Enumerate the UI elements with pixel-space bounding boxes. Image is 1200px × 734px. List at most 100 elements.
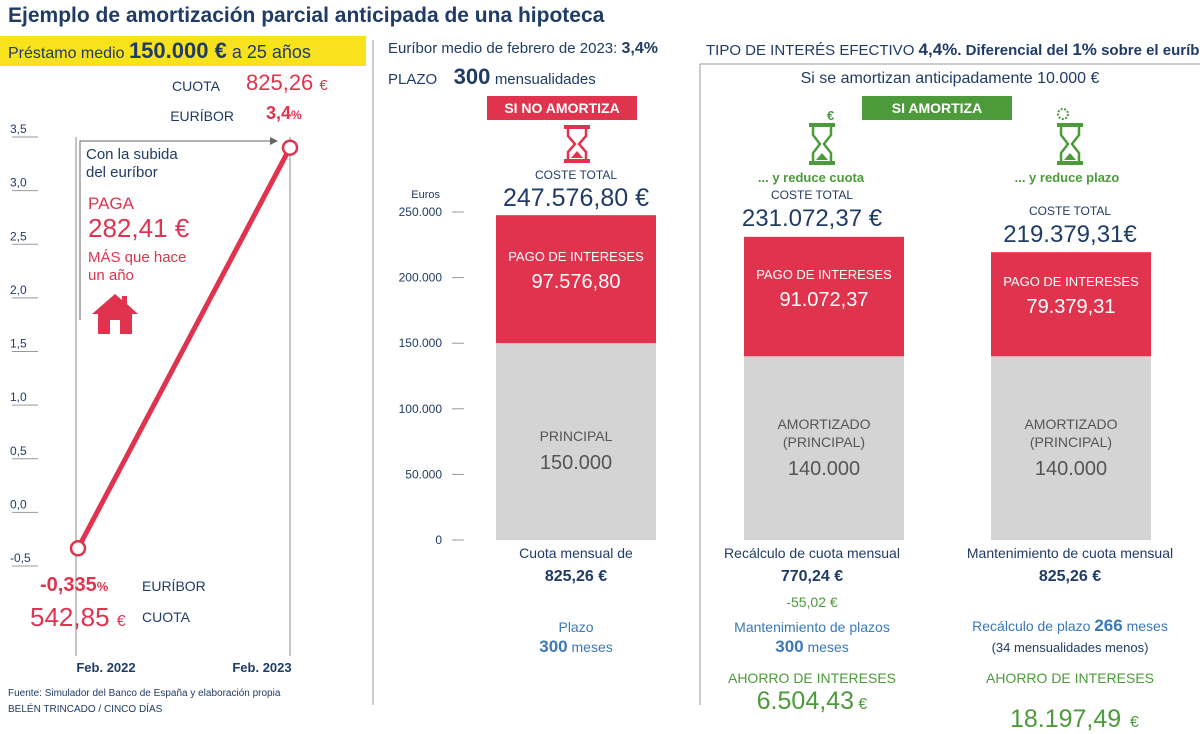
col0-plazo-unit: meses: [567, 639, 613, 655]
bar-chart-y-axis: 0 50.000 100.000 150.000 200.000 250.000: [399, 205, 464, 547]
col1-ahorro-unit: €: [853, 696, 868, 713]
tipo-suffix: . Diferencial del: [957, 42, 1073, 59]
col1-ahorro-value: 6.504,43: [756, 687, 854, 715]
col0-foot1: Cuota mensual de: [519, 545, 633, 561]
principal-label: (PRINCIPAL): [1029, 434, 1113, 451]
col0-coste-label: COSTE TOTAL: [534, 168, 618, 182]
y-tick-label: 3,5: [10, 122, 27, 136]
principal-label: PRINCIPAL: [539, 427, 613, 444]
y-tick-label: 2,5: [10, 229, 27, 243]
euribor-header: Euríbor medio de febrero de 2023: 3,4%: [388, 40, 658, 58]
col2-subtitle: ... y reduce plazo: [1014, 170, 1120, 185]
col2-plazo-label: Recálculo de plazo: [972, 618, 1095, 634]
bottom-cuota: 542,85 €: [30, 602, 126, 633]
tipo-end: sobre el euríbor: [1101, 42, 1200, 59]
col2-plazo-num: 266: [1094, 616, 1123, 635]
principal-value: 140.000: [1034, 458, 1108, 481]
paga-value: 282,41 €: [88, 213, 190, 243]
principal-label: AMORTIZADO: [1024, 416, 1118, 433]
loan-amount: 150.000 €: [128, 38, 227, 63]
paga-label: PAGA: [88, 194, 134, 213]
top-cuota-unit: €: [319, 77, 328, 94]
col1-plazo-num: 300: [775, 637, 804, 656]
col1-ahorro-label: AHORRO DE INTERESES: [727, 670, 897, 686]
hourglass-gear-icon: [1057, 108, 1083, 165]
loan-suffix: a 25 años: [226, 42, 311, 62]
loan-summary: Préstamo medio 150.000 € a 25 años: [8, 38, 311, 67]
data-point: [69, 540, 87, 557]
principal-label: AMORTIZADO: [777, 416, 871, 433]
tipo-header: TIPO DE INTERÉS EFECTIVO 4,4%. Diferenci…: [706, 40, 1200, 60]
plazo-unit: mensualidades: [494, 71, 596, 88]
col2-plazo-unit: meses: [1122, 618, 1168, 634]
y-tick-label: 200.000: [399, 271, 443, 285]
tipo-diff: 1%: [1072, 40, 1097, 59]
top-cuota-value: 825,26: [246, 70, 314, 95]
col2-coste-value: 219.379,31€: [1003, 221, 1137, 248]
bottom-euribor-value: -0,335: [40, 574, 97, 596]
bottom-euribor-unit: %: [96, 579, 109, 594]
bar-y-axis-label: Euros: [411, 189, 440, 201]
principal-bar: [744, 356, 904, 540]
col1-coste-value: 231.072,37 €: [741, 205, 883, 232]
annotation-arrow-head: [270, 137, 278, 145]
annotation-arrow: [79, 140, 270, 320]
col1-plazo-unit: meses: [803, 639, 849, 655]
col0-foot4: Plazo: [558, 619, 594, 635]
col2-foot6: (34 mensualidades menos): [991, 640, 1149, 655]
line-chart-y-axis: -0,5 0,0 0,5 1,0 1,5 2,0 2,5 3,0 3,5: [10, 122, 38, 567]
col0-foot5: 300 meses: [486, 637, 666, 657]
annotation-line: del euríbor: [86, 164, 158, 181]
svg-text:€: €: [827, 108, 834, 123]
col1-coste-label: COSTE TOTAL: [770, 188, 854, 202]
page-title: Ejemplo de amortización parcial anticipa…: [8, 4, 605, 27]
credit-line: BELÉN TRINCADO / CINCO DÍAS: [8, 704, 163, 715]
house-icon: [92, 294, 138, 334]
plazo-label: PLAZO: [388, 71, 438, 88]
col2-ahorro: 18.197,49 €: [960, 687, 1180, 734]
bar-chart-bars: [496, 215, 1151, 540]
col1-foot3: -55,02 €: [786, 594, 838, 610]
y-tick-label: 100.000: [399, 402, 443, 416]
line-chart-series: [69, 139, 299, 557]
interest-bar: [496, 215, 656, 344]
y-tick-label: 0,5: [10, 444, 27, 458]
loan-highlight-box: [0, 36, 366, 66]
x-tick-label: Feb. 2023: [232, 660, 291, 675]
col1-foot5: 300 meses: [712, 637, 912, 657]
annotation-line: Con la subida: [86, 146, 178, 163]
source-line: Fuente: Simulador del Banco de España y …: [8, 688, 281, 699]
principal-label: (PRINCIPAL): [782, 434, 866, 451]
interest-value: 97.576,80: [531, 271, 621, 294]
y-tick-label: 3,0: [10, 176, 27, 190]
hourglass-euro-icon: €: [809, 108, 835, 165]
bottom-cuota-label: CUOTA: [142, 609, 190, 625]
mas-line: un año: [88, 267, 134, 284]
col2-foot1: Mantenimiento de cuota mensual: [966, 545, 1174, 561]
y-tick-label: 0,0: [10, 497, 27, 511]
y-tick-label: 2,0: [10, 283, 27, 297]
interest-bar: [744, 236, 904, 357]
interest-label: PAGO DE INTERESES: [508, 249, 644, 265]
amortiza-note: Si se amortizan anticipadamente 10.000 €: [800, 70, 1100, 87]
col0-coste-value: 247.576,80 €: [503, 184, 649, 212]
y-tick-label: 50.000: [405, 467, 442, 481]
hourglass-icon: [564, 125, 590, 163]
top-euribor-value: 3,4: [266, 103, 292, 123]
banner-si-amortiza: SI AMORTIZA: [862, 96, 1012, 120]
top-euribor-unit: %: [291, 108, 302, 122]
col2-coste-label: COSTE TOTAL: [1028, 204, 1112, 218]
top-cuota-label: CUOTA: [172, 78, 220, 94]
euribor-header-value: 3,4%: [621, 40, 658, 57]
euribor-line: [75, 145, 293, 551]
col1-foot1: Recálculo de cuota mensual: [724, 545, 900, 561]
tipo-label: TIPO DE INTERÉS EFECTIVO: [706, 42, 919, 59]
principal-bar: [991, 356, 1151, 540]
y-tick-label: 1,5: [10, 337, 27, 351]
y-tick-label: -0,5: [10, 551, 31, 565]
mas-text: MÁS que hace un año: [88, 249, 186, 285]
col2-ahorro-label: AHORRO DE INTERESES: [985, 670, 1155, 686]
y-tick-label: 0: [435, 533, 442, 547]
interest-value: 79.379,31: [1026, 296, 1116, 319]
col2-foot2: 825,26 €: [1038, 568, 1102, 585]
